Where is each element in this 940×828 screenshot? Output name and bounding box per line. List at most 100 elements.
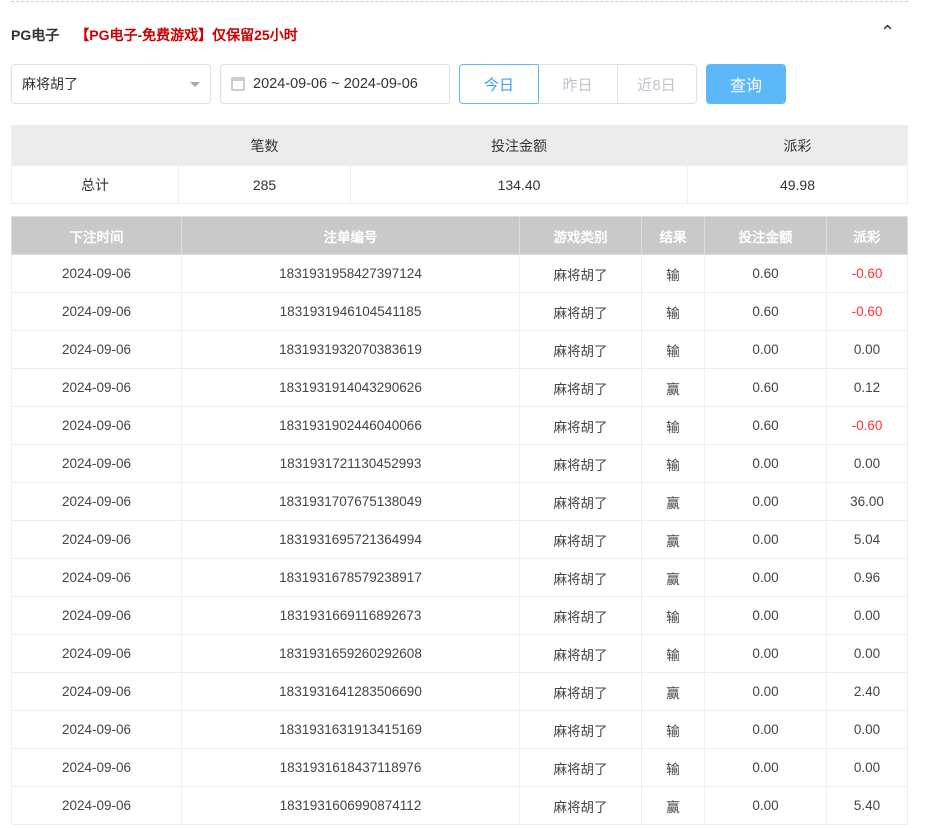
table-cell: 0.00 — [704, 520, 827, 559]
table-row: 2024-09-06 1831931659260292608 麻将胡了输 0.00 0.… — [11, 634, 908, 673]
last-8-days-button[interactable]: 近8日 — [617, 64, 697, 104]
table-cell: 0.00 — [826, 748, 908, 787]
table-cell: 0.00 — [826, 710, 908, 749]
table-cell: 麻将胡了 — [519, 482, 642, 521]
column-header: 投注金额 — [704, 216, 827, 255]
table-row: 2024-09-06 1831931902446040066 麻将胡了输 0.60 -0… — [11, 406, 908, 445]
chevron-up-icon[interactable]: ⌃ — [880, 22, 896, 42]
table-cell: 0.60 — [704, 406, 827, 445]
table-cell: 2024-09-06 — [11, 710, 182, 749]
table-cell: 0.00 — [704, 786, 827, 825]
query-button[interactable]: 查询 — [706, 64, 786, 104]
table-cell: 1831931659260292608 — [181, 634, 520, 673]
table-cell: 麻将胡了 — [519, 748, 642, 787]
table-cell: 输 — [641, 596, 705, 635]
table-cell: 输 — [641, 748, 705, 787]
table-cell: 2024-09-06 — [11, 444, 182, 483]
table-cell: 2.40 — [826, 672, 908, 711]
summary-cell: 285 — [178, 165, 351, 204]
table-cell: 麻将胡了 — [519, 444, 642, 483]
table-cell: 0.00 — [826, 596, 908, 635]
table-cell: 0.00 — [704, 330, 827, 369]
table-cell: 输 — [641, 292, 705, 331]
table-cell: 0.12 — [826, 368, 908, 407]
table-cell: 36.00 — [826, 482, 908, 521]
table-cell: 赢 — [641, 786, 705, 825]
column-header: 结果 — [641, 216, 705, 255]
table-cell: 赢 — [641, 482, 705, 521]
table-cell: 2024-09-06 — [11, 292, 182, 331]
table-cell: 1831931695721364994 — [181, 520, 520, 559]
table-cell: 输 — [641, 710, 705, 749]
table-cell: 麻将胡了 — [519, 710, 642, 749]
table-cell: 0.00 — [704, 596, 827, 635]
table-cell: 0.00 — [826, 634, 908, 673]
provider-title: PG电子 — [11, 27, 60, 43]
table-cell: 麻将胡了 — [519, 406, 642, 445]
table-cell: 赢 — [641, 520, 705, 559]
table-cell: 0.00 — [704, 748, 827, 787]
table-cell: 麻将胡了 — [519, 634, 642, 673]
table-cell: 赢 — [641, 672, 705, 711]
summary-header: 笔数 — [178, 125, 351, 166]
table-cell: 0.00 — [826, 444, 908, 483]
caret-down-icon — [190, 82, 200, 87]
calendar-icon — [231, 77, 245, 91]
summary-table: 笔数 投注金额 派彩 总计 285 134.40 49.98 — [11, 125, 908, 204]
table-cell: 0.00 — [704, 634, 827, 673]
table-cell: 2024-09-06 — [11, 254, 182, 293]
table-cell: 0.60 — [704, 368, 827, 407]
date-range-value: 2024-09-06 ~ 2024-09-06 — [253, 76, 418, 92]
table-cell: 2024-09-06 — [11, 368, 182, 407]
date-range-picker[interactable]: 2024-09-06 ~ 2024-09-06 — [220, 64, 450, 104]
table-cell: 0.00 — [704, 558, 827, 597]
column-header: 注单编号 — [181, 216, 520, 255]
table-cell: 1831931914043290626 — [181, 368, 520, 407]
column-header: 游戏类别 — [519, 216, 642, 255]
table-cell: 0.00 — [704, 672, 827, 711]
table-row: 2024-09-06 1831931618437118976 麻将胡了输 0.00 0.… — [11, 748, 908, 787]
table-cell: 2024-09-06 — [11, 482, 182, 521]
table-row: 2024-09-06 1831931631913415169 麻将胡了输 0.00 0.… — [11, 710, 908, 749]
table-cell: 1831931606990874112 — [181, 786, 520, 825]
table-cell: 赢 — [641, 368, 705, 407]
table-cell: 0.96 — [826, 558, 908, 597]
table-cell: 麻将胡了 — [519, 330, 642, 369]
table-cell: 2024-09-06 — [11, 634, 182, 673]
table-cell: -0.60 — [826, 292, 908, 331]
table-cell: 0.60 — [704, 254, 827, 293]
today-button[interactable]: 今日 — [459, 64, 539, 104]
column-header: 派彩 — [826, 216, 908, 255]
table-cell: 输 — [641, 330, 705, 369]
table-cell: 麻将胡了 — [519, 292, 642, 331]
table-cell: 0.00 — [704, 482, 827, 521]
table-row: 2024-09-06 1831931606990874112 麻将胡了赢 0.00 5.… — [11, 786, 908, 825]
table-cell: 麻将胡了 — [519, 558, 642, 597]
table-cell: 麻将胡了 — [519, 672, 642, 711]
table-row: 2024-09-06 1831931914043290626 麻将胡了赢 0.60 0.… — [11, 368, 908, 407]
table-row: 2024-09-06 1831931669116892673 麻将胡了输 0.00 0.… — [11, 596, 908, 635]
section-header: PG电子 【PG电子-免费游戏】仅保留25小时 — [11, 25, 298, 45]
game-select[interactable]: 麻将胡了 — [11, 64, 211, 104]
table-cell: 麻将胡了 — [519, 786, 642, 825]
summary-cell: 49.98 — [687, 165, 908, 204]
table-cell: 麻将胡了 — [519, 520, 642, 559]
summary-header: 投注金额 — [350, 125, 688, 166]
table-row: 2024-09-06 1831931678579238917 麻将胡了赢 0.00 0.… — [11, 558, 908, 597]
yesterday-button[interactable]: 昨日 — [538, 64, 618, 104]
table-cell: 2024-09-06 — [11, 330, 182, 369]
table-cell: 2024-09-06 — [11, 748, 182, 787]
table-cell: 1831931946104541185 — [181, 292, 520, 331]
table-cell: -0.60 — [826, 254, 908, 293]
table-cell: 0.00 — [704, 444, 827, 483]
divider — [11, 1, 908, 2]
table-cell: 麻将胡了 — [519, 254, 642, 293]
table-row: 2024-09-06 1831931641283506690 麻将胡了赢 0.00 2.… — [11, 672, 908, 711]
column-header: 下注时间 — [11, 216, 182, 255]
table-cell: 0.00 — [826, 330, 908, 369]
table-cell: 输 — [641, 254, 705, 293]
table-cell: 1831931902446040066 — [181, 406, 520, 445]
table-row: 2024-09-06 1831931946104541185 麻将胡了输 0.60 -0… — [11, 292, 908, 331]
table-cell: 1831931721130452993 — [181, 444, 520, 483]
table-cell: 2024-09-06 — [11, 558, 182, 597]
